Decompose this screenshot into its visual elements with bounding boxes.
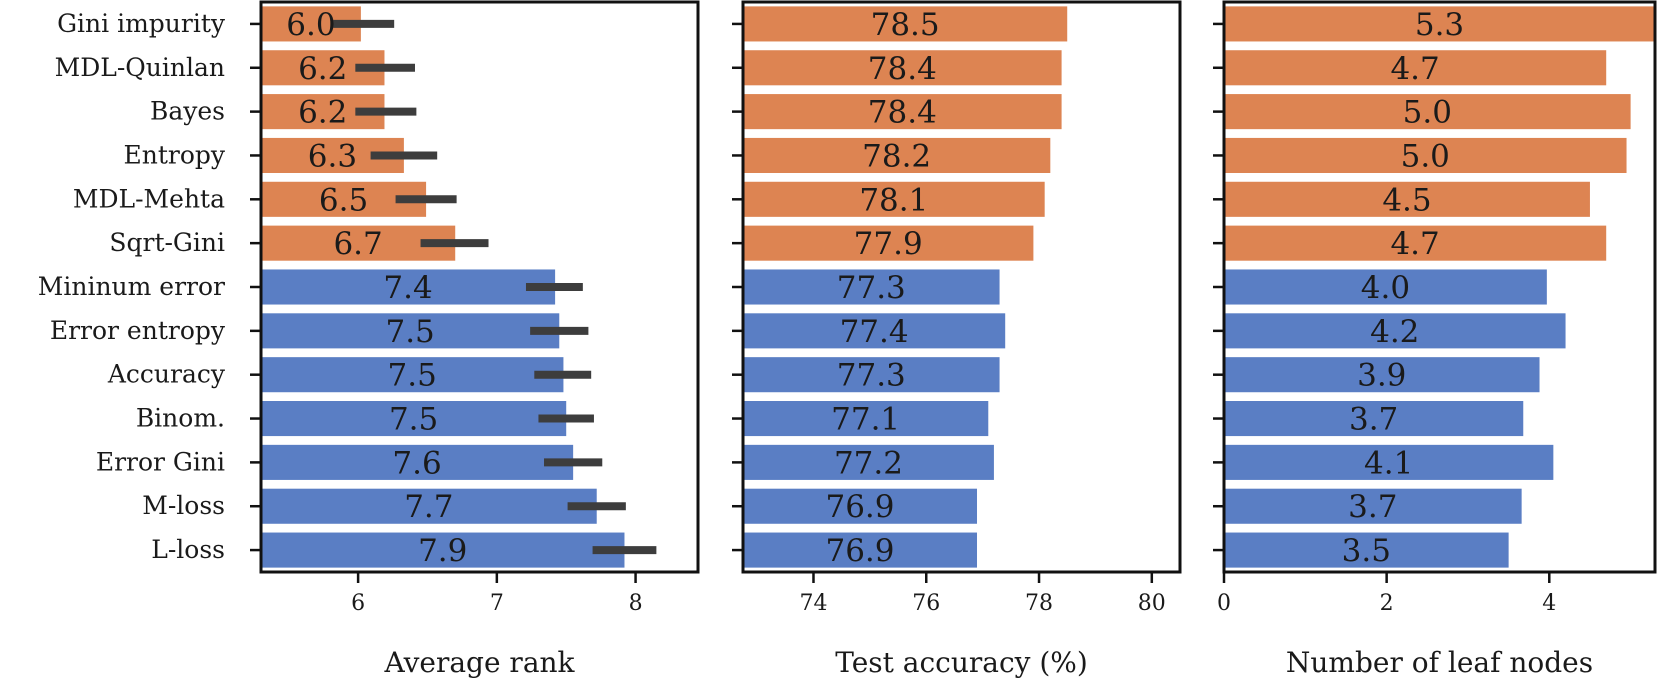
x-tick-label: 74 (799, 591, 827, 616)
bar (743, 313, 1006, 349)
bar (743, 6, 1068, 42)
bar (743, 269, 1000, 305)
data-label: 4.0 (1361, 270, 1410, 306)
x-tick-label: 8 (629, 591, 643, 616)
data-label: 77.2 (834, 445, 903, 481)
category-label: Gini impurity (57, 9, 226, 38)
category-label: MDL-Mehta (73, 184, 225, 213)
data-label: 3.7 (1349, 402, 1398, 438)
data-label: 78.4 (868, 95, 937, 131)
bar (743, 137, 1051, 173)
category-label: L-loss (151, 535, 225, 564)
bar (261, 532, 625, 568)
data-label: 78.1 (859, 182, 928, 218)
data-label: 76.9 (825, 489, 894, 525)
x-axis-label: Number of leaf nodes (1286, 646, 1593, 679)
category-label: Accuracy (107, 360, 226, 389)
bar (743, 181, 1045, 217)
data-label: 6.2 (298, 95, 347, 131)
x-axis-label: Average rank (383, 646, 575, 679)
data-label: 4.5 (1382, 182, 1431, 218)
data-label: 78.4 (868, 51, 937, 87)
bar (1224, 137, 1627, 173)
data-label: 78.5 (871, 7, 940, 43)
data-label: 4.1 (1364, 445, 1413, 481)
data-label: 4.7 (1390, 226, 1439, 262)
data-label: 7.7 (404, 489, 453, 525)
category-label: Error entropy (50, 316, 226, 345)
category-label: Binom. (136, 404, 225, 433)
x-tick-label: 2 (1380, 591, 1394, 616)
x-tick-label: 7 (490, 591, 504, 616)
bar (1224, 269, 1547, 305)
bar (743, 488, 978, 524)
bar (743, 94, 1062, 130)
category-label: M-loss (142, 491, 225, 520)
data-label: 7.4 (383, 270, 432, 306)
data-label: 77.3 (837, 270, 906, 306)
bar (1224, 532, 1509, 568)
data-label: 77.3 (837, 358, 906, 394)
data-label: 77.4 (840, 314, 909, 350)
data-label: 76.9 (825, 533, 894, 569)
bar (1224, 50, 1607, 86)
category-label: MDL-Quinlan (55, 53, 225, 82)
data-label: 3.9 (1357, 358, 1406, 394)
data-label: 6.5 (319, 182, 368, 218)
category-label: Sqrt-Gini (109, 228, 225, 257)
bar (1224, 225, 1607, 261)
bar (743, 50, 1062, 86)
data-label: 5.0 (1403, 95, 1452, 131)
data-label: 7.9 (418, 533, 467, 569)
data-label: 3.5 (1342, 533, 1391, 569)
x-tick-label: 78 (1025, 591, 1053, 616)
bar (261, 444, 574, 480)
bar (743, 401, 989, 437)
data-label: 6.7 (333, 226, 382, 262)
x-tick-label: 4 (1542, 591, 1556, 616)
bar (1224, 313, 1566, 349)
data-label: 77.9 (854, 226, 923, 262)
data-label: 6.2 (298, 51, 347, 87)
category-label: Error Gini (96, 447, 225, 476)
x-tick-label: 76 (912, 591, 940, 616)
bar (261, 357, 564, 393)
x-tick-label: 6 (351, 591, 365, 616)
data-label: 6.0 (286, 7, 335, 43)
category-label: Entropy (123, 140, 225, 169)
data-label: 4.7 (1390, 51, 1439, 87)
data-label: 7.5 (388, 358, 437, 394)
x-tick-label: 80 (1138, 591, 1166, 616)
bar (261, 269, 556, 305)
data-label: 4.2 (1370, 314, 1419, 350)
bar (1224, 444, 1554, 480)
data-label: 7.6 (392, 445, 441, 481)
bar (1224, 6, 1655, 42)
x-tick-label: 0 (1217, 591, 1231, 616)
bar (261, 488, 597, 524)
bar (743, 444, 994, 480)
data-label: 78.2 (862, 138, 931, 174)
bar (1224, 401, 1524, 437)
bar (743, 532, 978, 568)
bar (743, 357, 1000, 393)
bar (261, 313, 560, 349)
data-label: 5.0 (1401, 138, 1450, 174)
bar (1224, 488, 1522, 524)
x-axis-label: Test accuracy (%) (835, 646, 1088, 679)
data-label: 7.5 (389, 402, 438, 438)
data-label: 77.1 (831, 402, 900, 438)
bar (1224, 357, 1540, 393)
bar (1224, 181, 1590, 217)
data-label: 5.3 (1415, 7, 1464, 43)
bar (261, 401, 567, 437)
data-label: 7.5 (385, 314, 434, 350)
bar (1224, 94, 1631, 130)
data-label: 3.7 (1348, 489, 1397, 525)
category-label: Bayes (150, 97, 225, 126)
data-label: 6.3 (308, 138, 357, 174)
category-label: Mininum error (38, 272, 225, 301)
bar (743, 225, 1034, 261)
